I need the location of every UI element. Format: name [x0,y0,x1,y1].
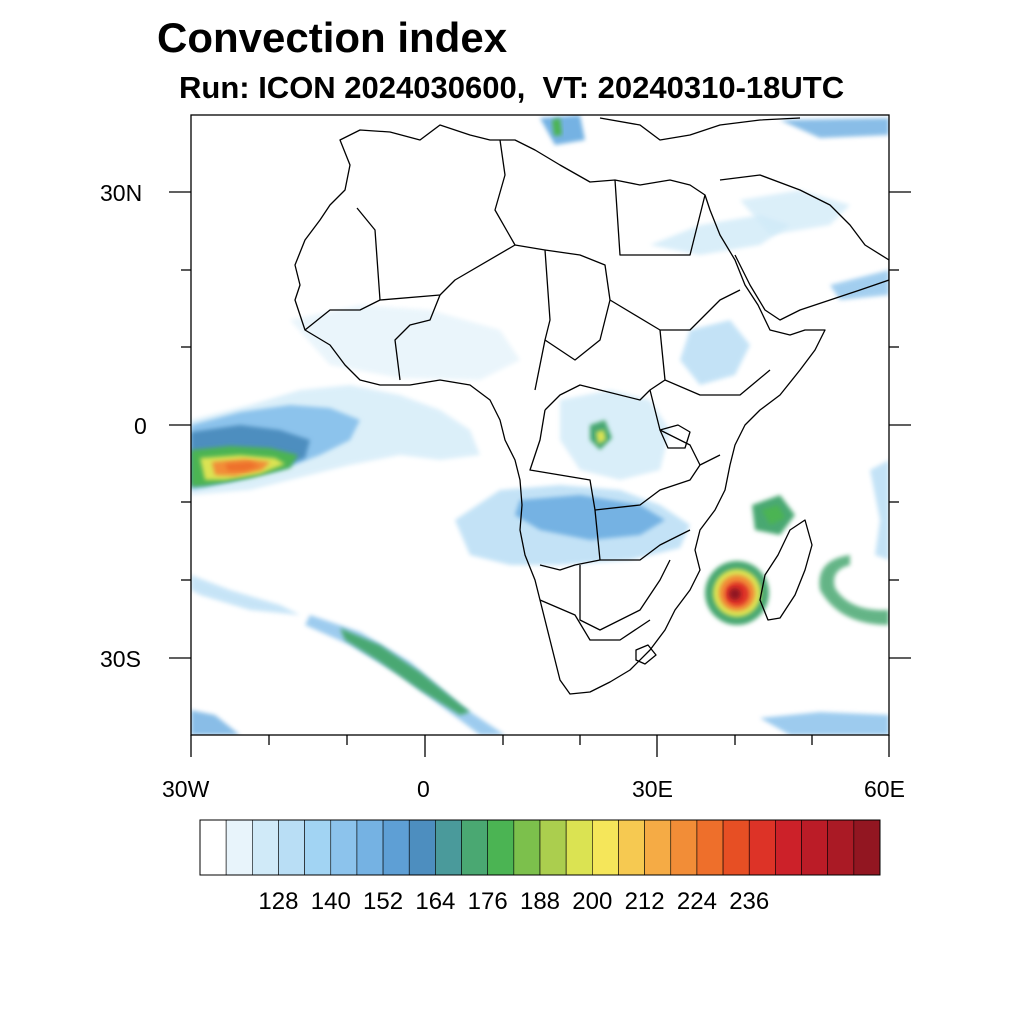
lesotho [635,644,657,665]
border-12 [600,529,691,561]
colorbar-swatch [487,819,515,876]
southwest-corner-band [191,710,240,735]
mediterranean-north [599,117,801,141]
indian-ocean-spiral [819,555,889,625]
colorbar-label: 152 [363,888,404,915]
colorbar-swatch [670,819,698,876]
lon-label-60e: 60E [864,776,905,802]
colorbar-swatch [408,819,436,876]
colorbar-label: 176 [467,888,508,915]
arabian-sea-band [830,270,889,300]
lon-label-30w: 30W [162,776,210,802]
colorbar-swatch [382,819,410,876]
arabia-coast [719,174,889,321]
congo-convection [560,390,670,480]
comoros-cell-inner [762,505,785,525]
africa-coastline [294,124,826,695]
convection-field [191,115,889,735]
coastlines-borders [294,117,889,695]
colorbar-swatch [356,819,384,876]
colorbar-swatch [618,819,645,876]
colorbar-swatch [644,819,672,876]
colorbar-swatch [748,819,776,876]
colorbar-swatch [827,819,855,876]
lake-victoria [659,424,691,449]
colorbar-swatch [435,819,462,876]
south-atlantic-front-core [340,628,470,715]
colorbar-swatch [696,819,724,876]
border-4 [534,249,611,391]
colorbar-swatch [853,819,881,876]
north-east-band [780,118,889,138]
itcz-band-red [225,462,260,471]
colorbar-label: 164 [415,888,456,915]
south-atlantic-front-west [191,575,300,615]
south-indian-front [760,712,889,735]
colorbar-swatch [278,819,305,876]
colorbar-swatch [513,819,541,876]
madagascar-coast [759,519,813,621]
mediterranean-band [540,115,585,145]
mediterranean-green [552,118,562,136]
lat-label-30s: 30S [100,646,141,672]
colorbar-swatch [304,819,332,876]
colorbar-label: 188 [519,888,561,915]
lon-label-0: 0 [417,776,430,802]
axis-ticks [169,191,911,757]
colorbar-label: 128 [258,888,299,915]
map-subtitle: Run: ICON 2024030600, VT: 20240310-18UTC [179,70,845,105]
lat-label-0: 0 [134,413,147,439]
colorbar-swatch [461,819,488,876]
colorbar-swatch [565,819,593,876]
border-7 [609,289,741,331]
border-2 [494,139,516,246]
colorbar-swatch [539,819,567,876]
border-6 [304,299,381,331]
border-11 [539,509,601,571]
border-14 [539,599,651,641]
border-13 [579,559,671,631]
colorbar-label: 224 [676,888,717,915]
colorbar-swatch [225,819,253,876]
west-africa-light [290,305,520,380]
border-8 [544,329,666,411]
colorbar-label: 236 [729,888,770,915]
colorbar-swatch [199,819,227,876]
border-1 [356,207,551,341]
colorbar-swatch [252,819,279,876]
border-3 [614,179,706,256]
lat-label-30n: 30N [100,180,143,206]
colorbar-swatch [775,819,802,876]
border-5 [394,294,441,381]
colorbar [199,819,881,876]
lon-label-30e: 30E [632,776,673,802]
colorbar-label: 212 [624,888,665,915]
colorbar-label: 140 [310,888,351,915]
border-9 [664,369,771,396]
indian-ocean-east [870,460,889,560]
congo-core-inner [596,430,606,444]
map-title: Convection index [157,14,508,61]
colorbar-label: 200 [572,888,613,915]
colorbar-swatch [330,819,358,876]
border-15 [649,389,701,466]
colorbar-swatch [801,819,828,876]
east-africa-light [680,320,750,385]
cyclone-core [729,588,741,600]
colorbar-swatch [592,819,619,876]
colorbar-swatch [722,819,750,876]
colorbar-outline [199,819,881,876]
